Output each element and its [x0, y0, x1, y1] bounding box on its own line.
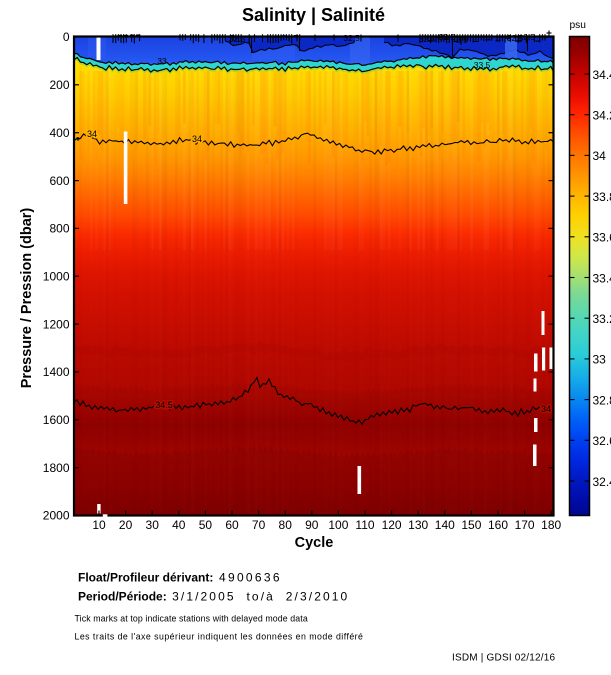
svg-text:1400: 1400 — [43, 365, 70, 379]
svg-text:120: 120 — [382, 518, 402, 532]
svg-text:150: 150 — [461, 518, 481, 532]
svg-text:32.6: 32.6 — [593, 434, 611, 448]
svg-text:34.4: 34.4 — [593, 68, 611, 82]
svg-text:400: 400 — [49, 126, 69, 140]
svg-text:1200: 1200 — [43, 317, 70, 331]
svg-text:90: 90 — [305, 518, 319, 532]
svg-text:2000: 2000 — [43, 509, 70, 523]
svg-text:33.4: 33.4 — [593, 271, 611, 285]
svg-text:Salinity | Salinité: Salinity | Salinité — [242, 5, 385, 25]
svg-text:34: 34 — [87, 129, 97, 139]
svg-text:180: 180 — [541, 518, 561, 532]
svg-text:800: 800 — [49, 222, 69, 236]
svg-text:0: 0 — [63, 30, 70, 44]
svg-text:32.5: 32.5 — [507, 33, 524, 43]
svg-text:80: 80 — [279, 518, 293, 532]
svg-text:Cycle: Cycle — [295, 535, 334, 551]
svg-text:34: 34 — [192, 134, 202, 144]
svg-text:170: 170 — [515, 518, 535, 532]
svg-text:33.8: 33.8 — [593, 190, 611, 204]
svg-text:34.2: 34.2 — [593, 109, 611, 123]
svg-text:100: 100 — [328, 518, 348, 532]
svg-text:130: 130 — [408, 518, 428, 532]
svg-text:33.5: 33.5 — [474, 60, 491, 70]
svg-text:33: 33 — [157, 56, 167, 66]
svg-text:33: 33 — [593, 353, 607, 367]
svg-text:1600: 1600 — [43, 413, 70, 427]
svg-text:psu: psu — [570, 20, 586, 31]
svg-text:32.8: 32.8 — [593, 393, 611, 407]
svg-text:40: 40 — [172, 518, 186, 532]
svg-text:32.5: 32.5 — [419, 34, 436, 44]
svg-text:ISDM | GDSI 02/12/16: ISDM | GDSI 02/12/16 — [452, 653, 556, 664]
svg-text:70: 70 — [252, 518, 266, 532]
svg-text:Tick marks at top indicate sta: Tick marks at top indicate stations with… — [75, 613, 308, 623]
svg-text:140: 140 — [435, 518, 455, 532]
svg-text:110: 110 — [355, 518, 374, 532]
svg-text:34: 34 — [541, 404, 551, 414]
svg-text:1000: 1000 — [43, 269, 70, 283]
svg-text:1800: 1800 — [43, 461, 70, 475]
svg-text:600: 600 — [49, 174, 69, 188]
svg-text:Period/Période: 3/1/2005 to/à: Period/Période: 3/1/2005 to/à 2/3/2010 — [78, 590, 349, 604]
svg-text:Les traits de l'axe supérieur: Les traits de l'axe supérieur indiquent … — [75, 632, 364, 642]
svg-text:33.6: 33.6 — [593, 231, 611, 245]
svg-text:50: 50 — [199, 518, 213, 532]
svg-text:60: 60 — [225, 518, 239, 532]
svg-text:32.5: 32.5 — [343, 33, 360, 43]
svg-text:32.4: 32.4 — [593, 475, 611, 489]
svg-text:160: 160 — [488, 518, 508, 532]
svg-text:Pressure / Pression (dbar): Pressure / Pression (dbar) — [19, 208, 35, 389]
svg-text:34: 34 — [593, 149, 607, 163]
svg-text:Float/Profileur dérivant: 4900: Float/Profileur dérivant: 4900636 — [78, 571, 282, 585]
svg-text:20: 20 — [119, 518, 133, 532]
svg-text:10: 10 — [92, 518, 106, 532]
svg-text:200: 200 — [49, 78, 69, 92]
svg-text:33.2: 33.2 — [593, 312, 611, 326]
svg-text:34.5: 34.5 — [155, 400, 173, 410]
svg-text:32.5: 32.5 — [229, 34, 246, 44]
svg-text:30: 30 — [146, 518, 160, 532]
